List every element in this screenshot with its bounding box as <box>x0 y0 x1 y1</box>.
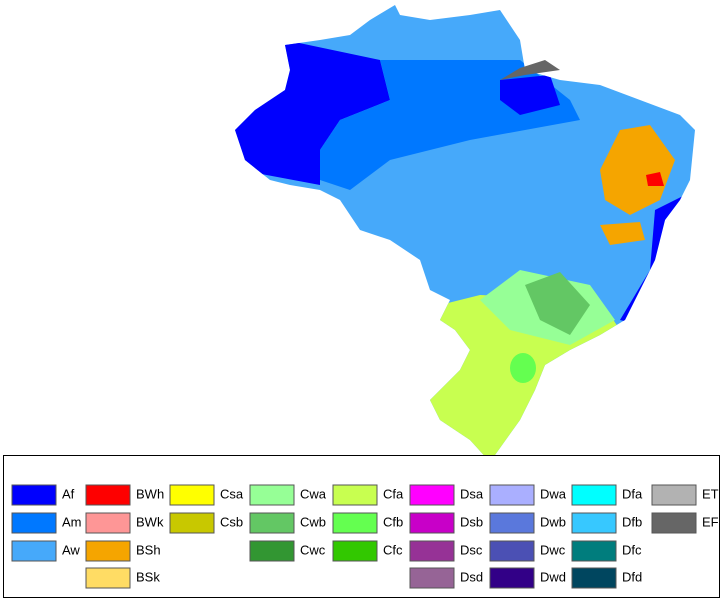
legend-label: Cwb <box>300 514 326 529</box>
legend-label: Am <box>62 514 82 529</box>
legend-label: Dsd <box>460 569 483 584</box>
legend-swatch <box>85 484 131 506</box>
legend-swatch <box>332 512 378 534</box>
legend-label: BWh <box>136 486 164 501</box>
legend-label: Dfb <box>622 514 642 529</box>
region-af <box>235 40 390 185</box>
legend-swatch <box>169 484 215 506</box>
legend-swatch <box>571 484 617 506</box>
legend-label: Dwd <box>540 569 566 584</box>
legend-label: Cfb <box>383 514 403 529</box>
legend-swatch <box>409 567 455 589</box>
legend-label: Dwa <box>540 486 567 501</box>
legend-swatch <box>11 512 57 534</box>
coast-detail <box>500 60 560 80</box>
legend-swatch <box>489 567 535 589</box>
legend-swatch <box>85 567 131 589</box>
legend-swatch <box>249 512 295 534</box>
legend-label: Cfa <box>383 486 404 501</box>
country <box>235 5 695 462</box>
legend-label: Dfc <box>622 542 642 557</box>
legend-swatch <box>571 540 617 562</box>
legend-label: Csb <box>220 514 243 529</box>
legend-label: BSh <box>136 542 161 557</box>
legend-label: BWk <box>136 514 164 529</box>
legend-label: Dsc <box>460 542 483 557</box>
legend-swatch <box>489 540 535 562</box>
legend-swatch <box>85 540 131 562</box>
legend-label: Cwa <box>300 486 327 501</box>
region-bsh-south <box>600 222 645 245</box>
legend-label: Dfd <box>622 569 642 584</box>
region-bwh <box>646 172 664 186</box>
legend-label: BSk <box>136 569 160 584</box>
legend-swatch <box>332 540 378 562</box>
legend-swatch <box>409 512 455 534</box>
legend-label: Dwb <box>540 514 566 529</box>
legend-label: Cwc <box>300 542 326 557</box>
legend-swatch <box>651 484 697 506</box>
legend-label: ET <box>702 486 719 501</box>
legend-swatch <box>11 484 57 506</box>
legend-label: Dsb <box>460 514 483 529</box>
legend-label: Dwc <box>540 542 566 557</box>
legend-swatch <box>169 512 215 534</box>
legend-label: Dsa <box>460 486 484 501</box>
legend-label: Dfa <box>622 486 643 501</box>
legend-swatch <box>571 512 617 534</box>
legend-swatch <box>489 512 535 534</box>
legend-swatch <box>249 540 295 562</box>
legend-swatch <box>249 484 295 506</box>
region-cwb <box>525 272 590 335</box>
legend-swatch <box>85 512 131 534</box>
legend-swatch <box>11 540 57 562</box>
legend-swatch <box>651 512 697 534</box>
legend-label: Cfc <box>383 542 403 557</box>
legend-label: Aw <box>62 542 80 557</box>
legend-swatch <box>332 484 378 506</box>
legend-label: Af <box>62 486 75 501</box>
region-cfb <box>510 353 536 383</box>
legend-swatch <box>571 567 617 589</box>
legend-label: Csa <box>220 486 244 501</box>
region-bsh <box>600 125 675 215</box>
legend-swatch <box>409 540 455 562</box>
legend-label: EF <box>702 514 719 529</box>
legend-swatch <box>489 484 535 506</box>
region-af-east <box>500 75 560 115</box>
legend-swatch <box>409 484 455 506</box>
